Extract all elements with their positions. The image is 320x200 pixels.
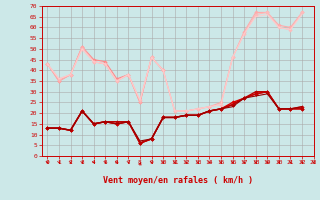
X-axis label: Vent moyen/en rafales ( km/h ): Vent moyen/en rafales ( km/h ): [103, 176, 252, 185]
